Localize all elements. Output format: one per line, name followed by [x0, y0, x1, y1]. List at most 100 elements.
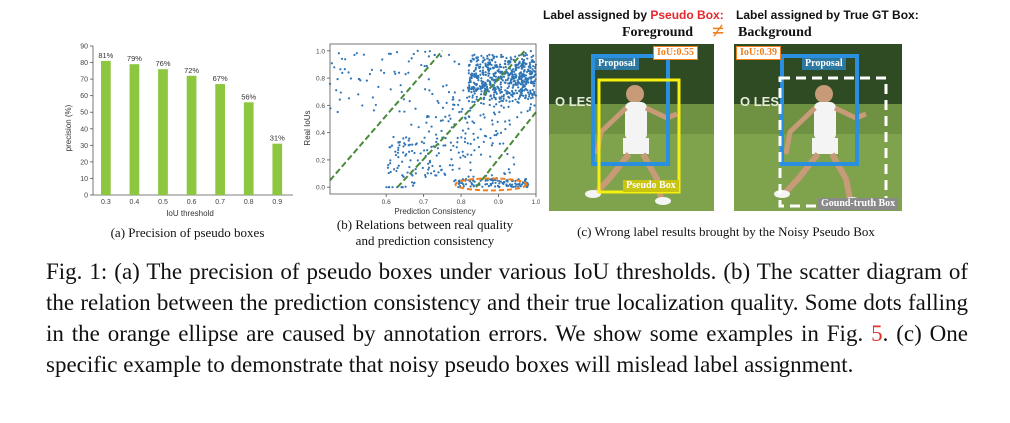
scatter-point [481, 185, 484, 188]
bar [158, 69, 168, 195]
scatter-point [494, 90, 498, 94]
scatter-point [529, 73, 532, 76]
scatter-point [525, 70, 529, 73]
scatter-point [478, 66, 481, 70]
scatter-point [365, 79, 368, 82]
scatter-point [394, 72, 397, 76]
scatter-point [409, 159, 412, 162]
scatter-point [517, 66, 520, 69]
bar-value-label: 72% [184, 66, 199, 75]
x-axis-label: IoU threshold [166, 209, 214, 218]
scatter-point [402, 151, 405, 154]
scatter-point [499, 131, 503, 134]
scatter-point [336, 110, 339, 114]
scatter-point [450, 158, 453, 161]
scatter-point [510, 93, 513, 96]
scatter-point [404, 185, 407, 188]
bar [101, 60, 111, 196]
scatter-point [411, 149, 414, 153]
scatter-point [494, 96, 497, 100]
scatter-point [470, 182, 473, 185]
scatter-point [489, 155, 492, 158]
scatter-point [336, 77, 339, 81]
scatter-point [445, 101, 448, 104]
precision-bar-chart: precision (%) IoU threshold 0 10 20 30 40 50 6… [64, 44, 293, 218]
background-label: Background [738, 25, 812, 40]
scatter-x-tick-label: 0.7 [419, 199, 428, 206]
scatter-point [520, 111, 523, 114]
scatter-point [435, 154, 438, 157]
scatter-point [508, 96, 511, 99]
scatter-point [507, 63, 510, 66]
scatter-point [464, 132, 467, 135]
scatter-point [499, 91, 502, 95]
scatter-y-tick-label: 0.2 [316, 157, 325, 164]
scatter-point [473, 73, 476, 76]
scatter-point [340, 57, 344, 60]
scatter-point [393, 168, 396, 171]
scatter-point [500, 85, 503, 89]
scatter-point [510, 89, 514, 93]
scatter-point [434, 116, 438, 119]
scatter-point [502, 75, 506, 78]
scatter-point [416, 49, 419, 52]
scatter-point [397, 164, 400, 167]
scatter-x-tick-label: 0.6 [382, 199, 391, 206]
scatter-point [493, 113, 497, 116]
figure-caption-text-2: . (c) One specific example to demonstrat… [46, 321, 968, 377]
scatter-point [528, 108, 531, 111]
scatter-point [525, 78, 528, 82]
scatter-point [461, 150, 464, 153]
scatter-point [479, 114, 482, 117]
scatter-point [474, 66, 478, 70]
scatter-point [526, 97, 530, 101]
scatter-point [532, 60, 536, 64]
scatter-point [397, 148, 400, 152]
scatter-point [447, 53, 451, 56]
scatter-point [402, 137, 405, 140]
scatter-point [466, 86, 470, 89]
scatter-point [335, 89, 338, 92]
scatter-point [407, 139, 410, 142]
scatter-point [377, 85, 380, 88]
scatter-point [502, 106, 505, 109]
right-iou-label: IoU:0.39 [736, 46, 781, 60]
scatter-point [484, 82, 487, 85]
scatter-point [490, 58, 493, 61]
scatter-point [524, 94, 527, 97]
scatter-point [347, 97, 351, 100]
scatter-point [530, 70, 533, 73]
scatter-point [496, 69, 499, 73]
scatter-point [520, 65, 523, 68]
scatter-point [451, 164, 454, 167]
scatter-point [505, 183, 508, 186]
scatter-point [419, 152, 422, 155]
scatter-point [469, 142, 472, 145]
scatter-point [499, 180, 502, 183]
scatter-point [424, 173, 427, 177]
scatter-point [449, 148, 452, 152]
bar-y-tick-label: 50 [80, 110, 88, 117]
scatter-point [523, 61, 526, 64]
bar [272, 143, 283, 195]
scatter-point [506, 152, 509, 156]
figure-reference-link[interactable]: 5 [871, 321, 883, 346]
scatter-point [468, 84, 471, 87]
scatter-point [517, 81, 521, 84]
scatter-point [519, 94, 522, 97]
scatter-point [503, 62, 506, 65]
gt-box-label: Gound-truth Box [818, 198, 899, 210]
scatter-point [480, 79, 483, 82]
scatter-point [443, 172, 446, 175]
scatter-point [463, 140, 467, 143]
scatter-point [499, 81, 503, 84]
scatter-point [495, 134, 498, 137]
scatter-point [523, 58, 526, 62]
scatter-point [394, 150, 397, 153]
scatter-point [489, 136, 492, 140]
scatter-point [464, 117, 467, 120]
scatter-point [460, 181, 464, 185]
scatter-point [439, 55, 443, 58]
scatter-point [496, 132, 499, 135]
scatter-point [510, 81, 513, 85]
